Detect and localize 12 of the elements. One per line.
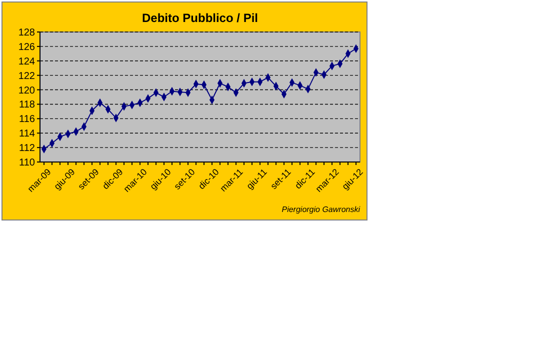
y-tick-label: 116 [19,114,36,126]
y-tick-label: 126 [18,42,36,53]
text: Piergiorgio Gawronski [282,205,360,214]
y-tick-label: 124 [18,56,36,68]
y-tick-label: 112 [19,143,36,154]
y-tick-label: 118 [19,100,36,111]
chart-title: Debito Pubblico / Pil [142,11,258,25]
y-tick-label: 128 [18,28,36,38]
y-tick-label: 114 [19,128,36,140]
y-tick-label: 120 [18,85,36,96]
y-tick-label: 110 [19,158,36,168]
y-tick-label: 122 [18,70,36,82]
